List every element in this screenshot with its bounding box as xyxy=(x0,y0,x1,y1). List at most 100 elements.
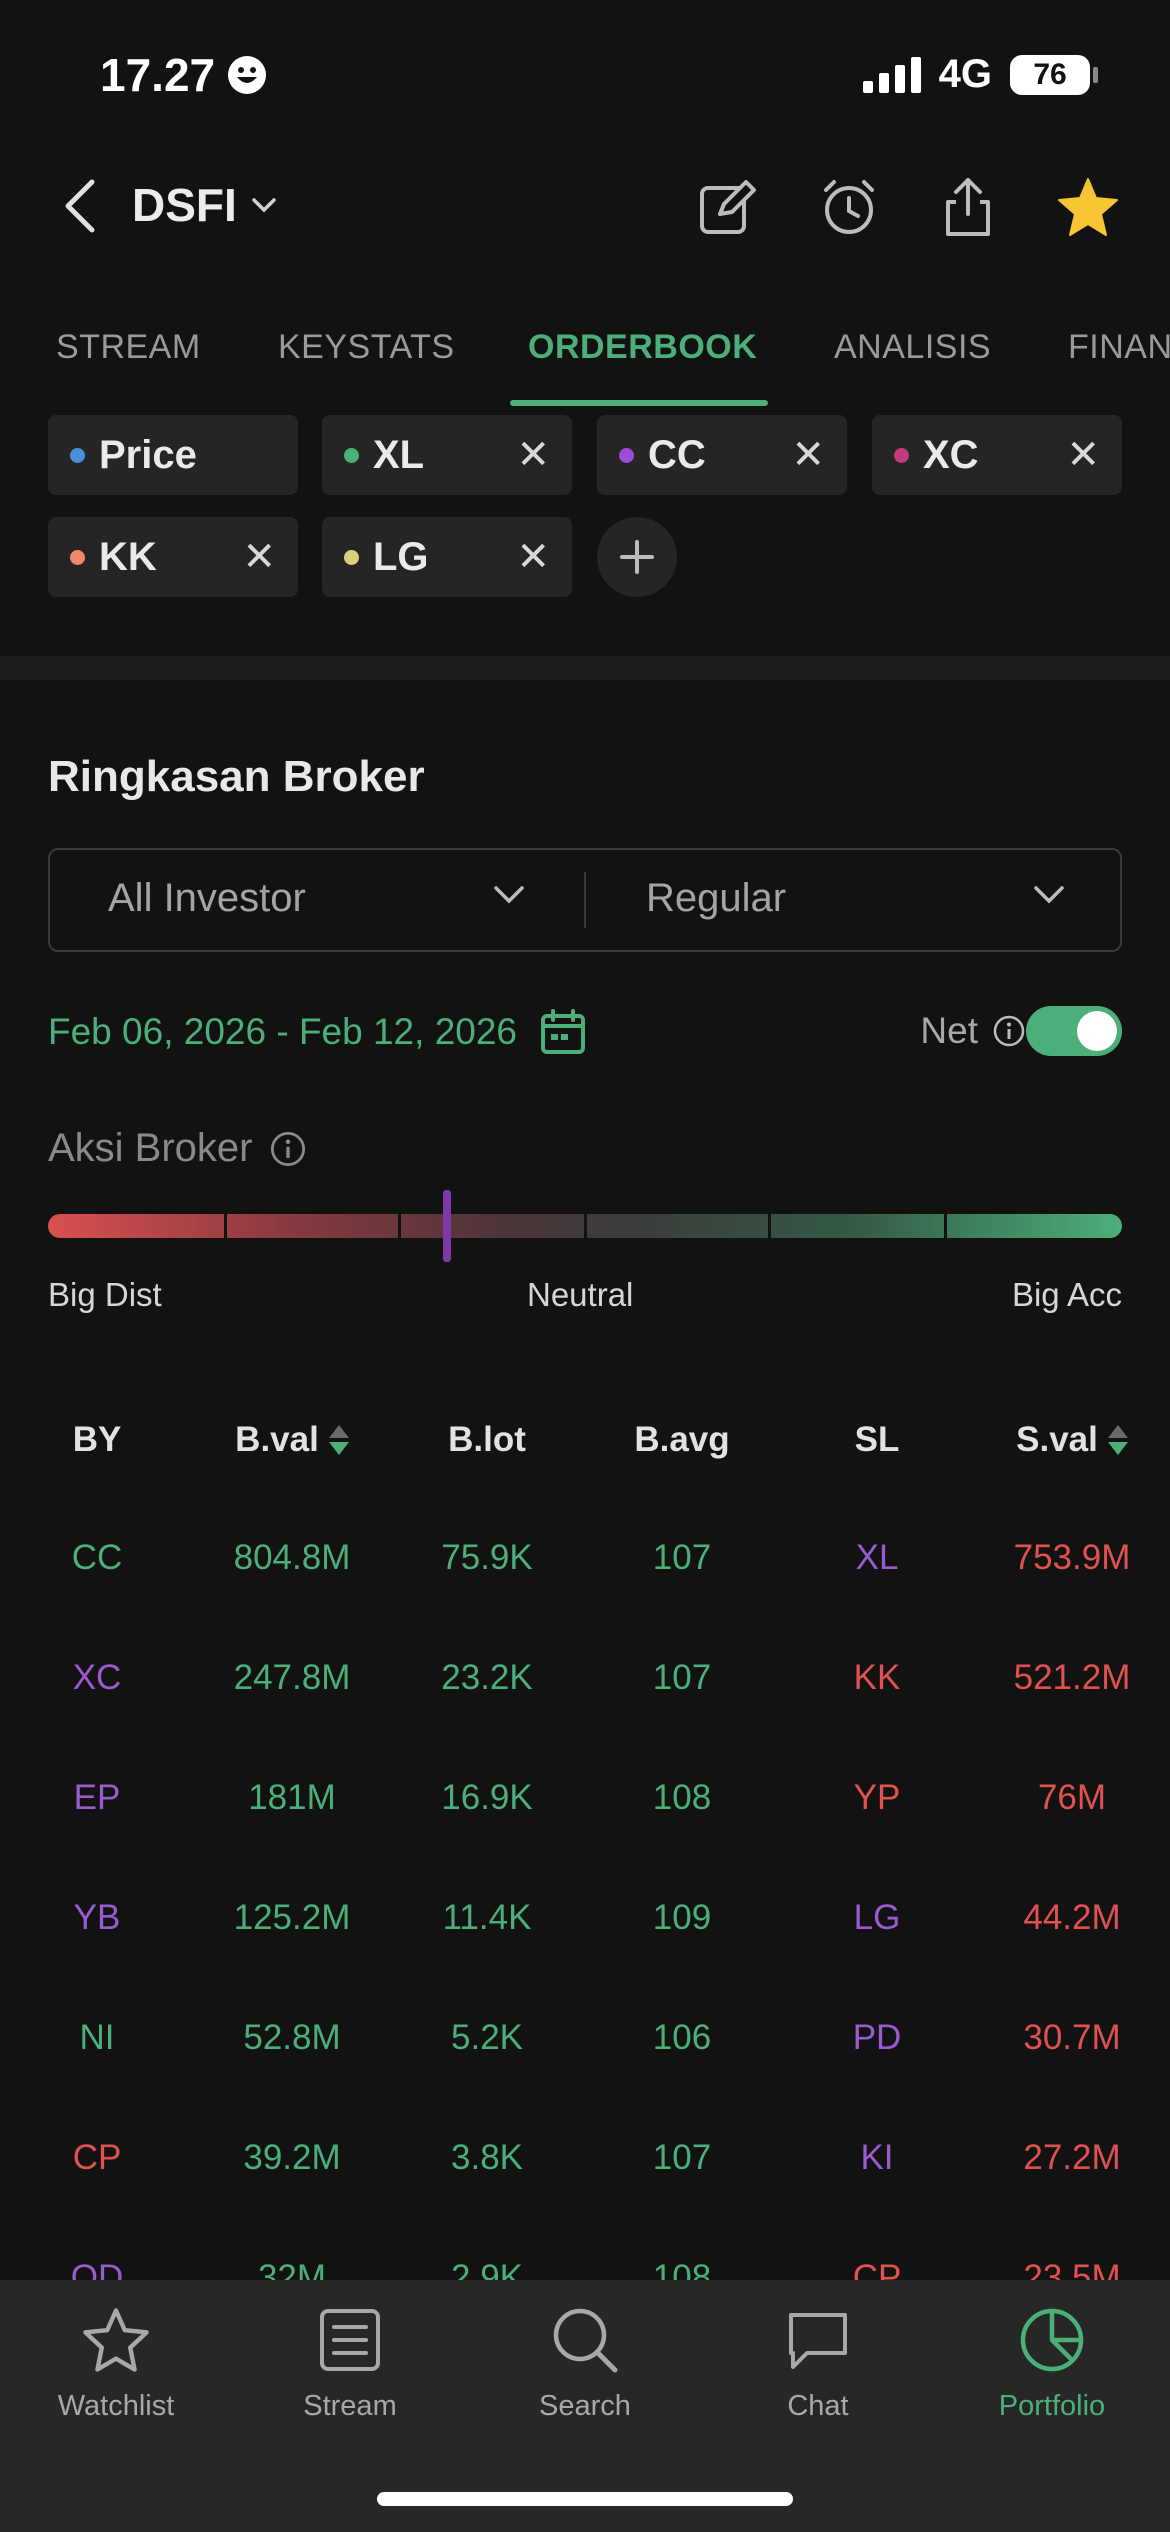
info-icon[interactable] xyxy=(269,1130,307,1168)
chevron-down-icon[interactable] xyxy=(1032,884,1066,906)
chip-lg[interactable]: LG ✕ xyxy=(322,517,572,597)
cell-blot: 11.4K xyxy=(442,1898,532,1937)
nav-portfolio[interactable]: Portfolio xyxy=(952,2300,1152,2423)
scale-center-label: Neutral xyxy=(527,1276,634,1313)
sort-icon xyxy=(1107,1425,1128,1455)
add-chip-button[interactable] xyxy=(597,517,677,597)
market-dropdown[interactable]: Regular xyxy=(646,876,787,920)
chip-cc[interactable]: CC ✕ xyxy=(597,415,847,495)
cell-by: NI xyxy=(79,2018,115,2057)
chip-label: XC xyxy=(923,432,979,477)
col-header-bavg[interactable]: B.avg xyxy=(634,1420,730,1459)
edit-icon[interactable] xyxy=(696,176,758,238)
cell-sl: YP xyxy=(853,1778,901,1817)
dropdown-separator xyxy=(584,872,586,928)
share-icon[interactable] xyxy=(940,176,996,238)
cell-blot: 3.8K xyxy=(451,2138,523,2177)
signal-icon xyxy=(862,56,921,93)
nav-label: Chat xyxy=(787,2390,849,2422)
chip-label: XL xyxy=(373,432,425,477)
ticker-selector[interactable]: DSFI xyxy=(132,178,277,232)
ticker-label: DSFI xyxy=(132,179,237,231)
sort-icon xyxy=(328,1425,349,1455)
col-header-by[interactable]: BY xyxy=(72,1420,122,1459)
cell-by: XC xyxy=(72,1658,122,1697)
cell-blot: 75.9K xyxy=(441,1538,533,1577)
nav-watchlist[interactable]: Watchlist xyxy=(16,2300,216,2423)
cell-blot: 16.9K xyxy=(441,1778,533,1817)
cell-bavg: 109 xyxy=(652,1898,712,1937)
scale-right-label: Big Acc xyxy=(1011,1276,1122,1313)
cell-blot: 5.2K xyxy=(451,2018,523,2057)
back-button[interactable] xyxy=(62,178,98,239)
cell-sl: PD xyxy=(852,2018,902,2057)
gauge-divider xyxy=(224,1214,227,1238)
cell-by: CC xyxy=(71,1538,123,1577)
close-icon[interactable]: ✕ xyxy=(516,433,550,477)
cell-bavg: 108 xyxy=(652,1778,712,1817)
cell-sval: 753.9M xyxy=(1013,1538,1131,1577)
chip-xc[interactable]: XC ✕ xyxy=(872,415,1122,495)
col-header-sl[interactable]: SL xyxy=(854,1420,900,1459)
chip-color-dot xyxy=(70,447,85,463)
cell-bval: 181M xyxy=(248,1778,336,1817)
toggle-knob xyxy=(1077,1011,1117,1051)
chip-label: Price xyxy=(99,432,197,477)
tab-orderbook[interactable]: ORDERBOOK xyxy=(528,328,758,366)
close-icon[interactable]: ✕ xyxy=(791,433,825,477)
cell-sval: 44.2M xyxy=(1023,1898,1121,1937)
col-header-bval[interactable]: B.val xyxy=(202,1420,382,1460)
chip-label: LG xyxy=(373,534,429,579)
filter-dropdowns xyxy=(48,848,1122,952)
chip-color-dot xyxy=(344,447,359,463)
nav-label: Search xyxy=(539,2390,631,2422)
active-tab-indicator xyxy=(510,400,768,406)
nav-search[interactable]: Search xyxy=(485,2300,685,2423)
close-icon[interactable]: ✕ xyxy=(242,535,276,579)
cell-sl: KI xyxy=(860,2138,894,2177)
cell-bval: 804.8M xyxy=(233,1538,351,1577)
cell-by: CP xyxy=(72,2138,122,2177)
investor-dropdown[interactable]: All Investor xyxy=(108,876,306,920)
section-divider xyxy=(0,656,1170,680)
chip-color-dot xyxy=(70,549,85,565)
date-range-picker[interactable]: Feb 06, 2026 - Feb 12, 2026 xyxy=(48,1008,587,1056)
nav-chat[interactable]: Chat xyxy=(718,2300,918,2423)
cell-bval: 52.8M xyxy=(243,2018,341,2057)
info-icon[interactable] xyxy=(992,1014,1026,1048)
star-favorite-icon[interactable] xyxy=(1056,176,1120,238)
gauge-divider xyxy=(584,1214,587,1238)
chip-price[interactable]: Price xyxy=(48,415,298,495)
chevron-down-icon[interactable] xyxy=(492,884,526,906)
col-header-sval[interactable]: S.val xyxy=(982,1420,1162,1460)
tab-finan[interactable]: FINAN xyxy=(1068,328,1170,366)
chip-label: CC xyxy=(648,432,706,477)
tab-analisis[interactable]: ANALISIS xyxy=(834,328,992,366)
close-icon[interactable]: ✕ xyxy=(516,535,550,579)
status-indicators: 4G 76 xyxy=(862,52,1098,97)
chip-label: KK xyxy=(99,534,157,579)
search-icon xyxy=(553,2308,618,2373)
net-label: Net xyxy=(920,1010,1026,1052)
cell-bavg: 107 xyxy=(652,1538,712,1577)
cell-sl: XL xyxy=(855,1538,899,1577)
net-toggle[interactable] xyxy=(1026,1006,1122,1056)
tab-stream[interactable]: STREAM xyxy=(56,328,201,366)
cell-bavg: 106 xyxy=(652,2018,712,2057)
chip-xl[interactable]: XL ✕ xyxy=(322,415,572,495)
tab-keystats[interactable]: KEYSTATS xyxy=(278,328,455,366)
header-actions xyxy=(696,176,1120,238)
alarm-icon[interactable] xyxy=(818,176,880,238)
col-header-blot[interactable]: B.lot xyxy=(448,1420,526,1459)
nav-label: Portfolio xyxy=(998,2390,1106,2422)
aksi-broker-label: Aksi Broker xyxy=(48,1126,307,1171)
smiley-icon xyxy=(228,56,267,94)
date-range-label: Feb 06, 2026 - Feb 12, 2026 xyxy=(48,1011,518,1052)
gauge-marker xyxy=(443,1190,451,1262)
nav-stream[interactable]: Stream xyxy=(250,2300,450,2423)
cell-bavg: 107 xyxy=(652,1658,712,1697)
chip-kk[interactable]: KK ✕ xyxy=(48,517,298,597)
cell-sval: 76M xyxy=(1037,1778,1107,1817)
cell-sl: LG xyxy=(853,1898,901,1937)
close-icon[interactable]: ✕ xyxy=(1066,433,1100,477)
